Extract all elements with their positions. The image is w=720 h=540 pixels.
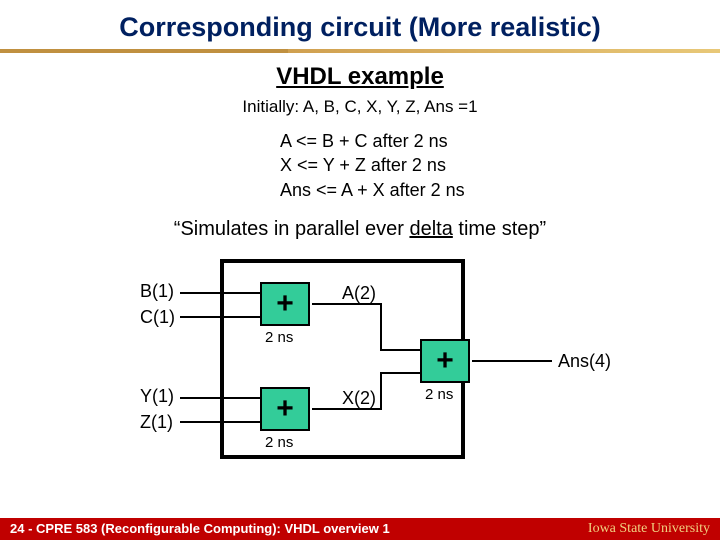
delay-ax: 2 ns	[424, 386, 454, 403]
signal-x: X(2)	[342, 388, 376, 409]
adder-yz: +	[260, 387, 310, 431]
adder-ax: +	[420, 339, 470, 383]
signal-b: B(1)	[140, 281, 174, 302]
footer-left: 24 - CPRE 583 (Reconfigurable Computing)…	[10, 521, 390, 540]
slide-footer: 24 - CPRE 583 (Reconfigurable Computing)…	[0, 518, 720, 540]
assign-line-2: X <= Y + Z after 2 ns	[280, 153, 720, 177]
signal-a: A(2)	[342, 283, 376, 304]
wire-a-h2	[380, 349, 420, 351]
delay-bc: 2 ns	[264, 329, 294, 346]
simulates-caption: “Simulates in parallel ever delta time s…	[0, 218, 720, 241]
sim-prefix: “Simulates in parallel ever	[174, 218, 410, 240]
footer-university: Iowa State University	[588, 521, 710, 540]
wire-c	[180, 316, 260, 318]
circuit-diagram: B(1) C(1) Y(1) Z(1) + 2 ns + 2 ns A(2) X…	[50, 259, 670, 459]
wire-b	[180, 292, 260, 294]
title-underline	[0, 49, 720, 53]
wire-x-h2	[380, 372, 420, 374]
sim-suffix: time step”	[453, 218, 546, 240]
signal-y: Y(1)	[140, 386, 174, 407]
vhdl-subtitle: VHDL example	[0, 63, 720, 91]
signal-c: C(1)	[140, 307, 175, 328]
assign-line-3: Ans <= A + X after 2 ns	[280, 178, 720, 202]
wire-x-v	[380, 372, 382, 410]
assign-line-1: A <= B + C after 2 ns	[280, 129, 720, 153]
adder-bc: +	[260, 282, 310, 326]
signal-ans: Ans(4)	[558, 351, 611, 372]
initial-values: Initially: A, B, C, X, Y, Z, Ans =1	[0, 97, 720, 117]
wire-a-v	[380, 303, 382, 351]
wire-z	[180, 421, 260, 423]
vhdl-assignments: A <= B + C after 2 ns X <= Y + Z after 2…	[280, 129, 720, 202]
wire-y	[180, 397, 260, 399]
sim-delta: delta	[409, 218, 452, 240]
signal-z: Z(1)	[140, 412, 173, 433]
delay-yz: 2 ns	[264, 434, 294, 451]
wire-ans	[472, 360, 552, 362]
slide-title: Corresponding circuit (More realistic)	[0, 0, 720, 43]
